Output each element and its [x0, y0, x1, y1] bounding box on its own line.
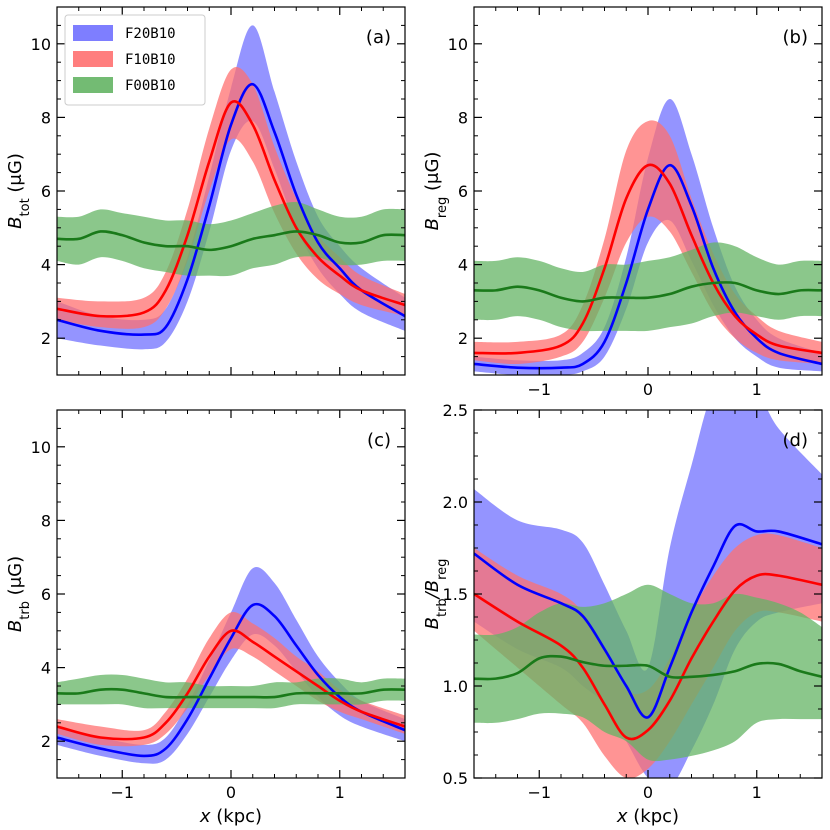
y-tick-label: 2 [41, 732, 51, 751]
legend-swatch-f10b10 [73, 51, 113, 67]
x-tick-label: 1 [752, 380, 762, 399]
line-f00b10 [57, 687, 405, 699]
band-f20b10 [57, 567, 405, 764]
y-axis-label-group: Btrb/Breg [422, 559, 450, 630]
x-tick-label: −1 [527, 380, 551, 399]
panel-c: −1 0 1 2 4 6 8 10 (c) Btrb (μG) x (kpc) [5, 409, 406, 827]
panel-label: (a) [366, 27, 391, 48]
panel-a: 2 4 6 8 10 (a) Btot (μG) F20B10 F10B10 F00B10 [5, 6, 406, 376]
y-tick-label: 6 [41, 585, 51, 604]
y-tick-label: 6 [458, 182, 468, 201]
x-tick-label: −1 [527, 783, 551, 802]
line-f20b10 [474, 163, 822, 370]
x-axis-label: x (kpc) [199, 806, 262, 827]
x-tick-label: 0 [643, 380, 653, 399]
line-f00b10 [57, 230, 405, 252]
band-f10b10 [57, 66, 405, 329]
plot-area-c [57, 567, 405, 764]
y-tick-label: 2 [41, 329, 51, 348]
y-tick-label: 8 [41, 108, 51, 127]
band-f00b10 [57, 674, 405, 709]
x-tick-label: 1 [752, 783, 762, 802]
y-tick-label: 2 [458, 329, 468, 348]
legend-swatch-f20b10 [73, 25, 113, 41]
y-axis-label-group: Btot (μG) [5, 153, 33, 229]
legend-label-f00b10: F00B10 [125, 78, 176, 94]
y-axis-label: Btrb (μG) [5, 556, 33, 632]
band-f00b10 [474, 242, 822, 332]
x-axis-label: x (kpc) [616, 806, 679, 827]
y-tick-label: 6 [41, 182, 51, 201]
y-axis-label-group: Breg (μG) [422, 152, 450, 231]
x-tick-label: 0 [643, 783, 653, 802]
line-f00b10 [474, 280, 822, 303]
plot-area-d [474, 410, 822, 778]
legend-label-f10b10: F10B10 [125, 52, 176, 68]
y-tick-label: 1.0 [443, 677, 468, 696]
legend-label-f20b10: F20B10 [125, 26, 176, 42]
y-tick-label: 10 [31, 438, 51, 457]
panel-b: −1 0 1 2 4 6 8 10 (b) Breg (μG) [422, 6, 823, 399]
band-f00b10 [57, 201, 405, 277]
line-f10b10 [57, 629, 405, 741]
y-axis-label-group: Btrb (μG) [5, 556, 33, 632]
line-f10b10 [474, 572, 822, 741]
y-tick-label: 10 [31, 35, 51, 54]
panel-d: −1 0 1 0.5 1.0 1.5 2.0 2.5 (d) Btrb/Breg x (kpc) [422, 401, 823, 827]
panel-label: (b) [783, 27, 808, 48]
y-tick-label: 2.5 [443, 401, 468, 420]
band-f00b10 [474, 584, 822, 762]
y-tick-label: 4 [41, 256, 51, 275]
plot-area-a [57, 25, 405, 350]
panel-label: (c) [367, 430, 391, 451]
plot-area-b [474, 98, 822, 375]
y-tick-label: 2.0 [443, 493, 468, 512]
y-tick-label: 1.5 [443, 585, 468, 604]
y-tick-label: 8 [41, 511, 51, 530]
band-f20b10 [474, 410, 822, 778]
line-f00b10 [474, 654, 822, 681]
panel-label: (d) [783, 430, 808, 451]
y-axis-label: Btot (μG) [5, 153, 33, 229]
y-axis-label: Btrb/Breg [422, 559, 450, 630]
x-tick-label: 0 [226, 783, 236, 802]
x-tick-label: 1 [335, 783, 345, 802]
legend: F20B10 F10B10 F00B10 [64, 14, 206, 106]
y-tick-label: 4 [458, 256, 468, 275]
line-f10b10 [474, 163, 822, 355]
y-tick-label: 4 [41, 659, 51, 678]
y-axis-label: Breg (μG) [422, 152, 450, 231]
legend-swatch-f00b10 [73, 77, 113, 93]
line-f20b10 [474, 522, 822, 719]
y-tick-label: 10 [448, 35, 468, 54]
x-tick-label: −1 [110, 783, 134, 802]
line-f20b10 [57, 602, 405, 758]
y-tick-label: 0.5 [443, 769, 468, 788]
line-f10b10 [57, 100, 405, 318]
y-tick-label: 8 [458, 108, 468, 127]
